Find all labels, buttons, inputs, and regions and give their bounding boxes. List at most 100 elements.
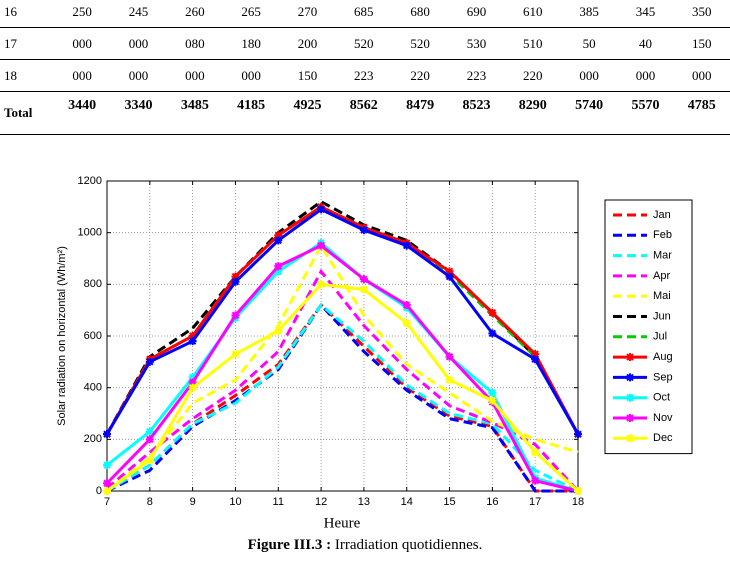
point-marker (445, 352, 454, 361)
x-tick-label: 14 (401, 496, 413, 508)
table-cell: 680 (391, 0, 449, 28)
legend-label: Jun (653, 310, 671, 322)
table-cell: 50 (560, 27, 618, 60)
table-cell: 530 (448, 27, 505, 60)
x-tick-label: 16 (486, 496, 498, 508)
x-tick-label: 8 (147, 496, 153, 508)
table-cell: 16 (0, 0, 54, 28)
series-group (103, 205, 582, 439)
point-marker (359, 226, 368, 235)
y-tick-label: 0 (96, 485, 102, 497)
table-cell: 000 (673, 59, 730, 92)
series-line (106, 302, 578, 493)
x-tick-label: 7 (104, 496, 110, 508)
point-marker (145, 435, 154, 444)
table-cell: 000 (222, 59, 280, 92)
series-group (106, 242, 579, 493)
point-marker (531, 448, 540, 457)
x-tick-label: 17 (529, 496, 541, 508)
table-cell: 250 (54, 0, 111, 28)
table-cell: 8479 (391, 91, 449, 135)
y-tick-label: 200 (84, 433, 102, 445)
series-line (105, 243, 579, 493)
x-tick-label: 12 (315, 496, 327, 508)
point-marker (488, 308, 497, 317)
point-marker (317, 280, 326, 289)
table-cell: 8562 (335, 91, 392, 135)
point-marker (103, 461, 111, 470)
point-marker (402, 319, 411, 328)
x-tick-label: 18 (572, 496, 584, 508)
table-cell: 180 (222, 27, 280, 60)
series-line (106, 242, 579, 493)
point-marker (445, 375, 454, 384)
point-marker (274, 326, 283, 335)
table-cell: 8523 (448, 91, 505, 135)
x-axis-label: Heure (324, 515, 361, 531)
table-cell: 4785 (673, 91, 730, 135)
legend-label: Aug (653, 351, 673, 363)
point-marker (231, 311, 240, 320)
table-cell: 8290 (504, 91, 561, 135)
table-cell: Total (0, 91, 54, 135)
series-line (106, 268, 580, 493)
series-line (105, 205, 580, 435)
point-marker (145, 456, 154, 464)
table-cell: 520 (391, 27, 449, 60)
table-cell: 510 (504, 27, 561, 60)
y-tick-label: 600 (84, 330, 102, 342)
table-cell: 17 (0, 27, 54, 60)
point-marker (359, 285, 368, 294)
point-marker (402, 241, 411, 250)
series-group (106, 302, 578, 493)
caption: Figure III.3 : Irradiation quotidiennes. (0, 537, 730, 554)
point-marker (145, 427, 154, 436)
legend-marker (626, 373, 634, 382)
table-cell: 5740 (560, 91, 618, 135)
legend-marker (626, 393, 634, 402)
y-tick-label: 1200 (78, 175, 102, 187)
point-marker (445, 267, 454, 276)
legend-label: Dec (653, 432, 673, 444)
x-tick-label: 10 (229, 496, 241, 508)
legend-label: Jul (653, 331, 667, 343)
point-marker (231, 350, 240, 359)
series-group (106, 302, 579, 493)
caption-text: Irradiation quotidiennes. (334, 537, 483, 553)
point-marker (188, 383, 197, 392)
caption-label: Figure III.3 : (247, 537, 332, 553)
table-cell: 685 (335, 0, 392, 28)
table-cell: 5570 (617, 91, 674, 135)
point-marker (274, 262, 283, 271)
table-cell: 18 (0, 59, 54, 92)
series-group (106, 268, 580, 493)
legend-label: Jan (653, 209, 671, 221)
table-cell: 3440 (54, 91, 111, 135)
plot-frame (106, 180, 579, 492)
y-tick-label: 1000 (78, 227, 102, 239)
table-cell: 345 (617, 0, 674, 28)
x-tick-label: 13 (358, 496, 370, 508)
point-marker (402, 301, 411, 309)
point-marker (488, 329, 497, 338)
point-marker (488, 396, 497, 405)
table-cell: 080 (166, 27, 223, 60)
point-marker (574, 430, 582, 439)
point-marker (188, 332, 197, 340)
table-cell: 3340 (110, 91, 167, 135)
legend-box (604, 199, 693, 455)
point-marker (231, 277, 240, 286)
table-row: 16 250 245 260 265 270 685 680 690 610 385 345 350 (0, 0, 730, 28)
legend-marker (626, 353, 634, 362)
table-cell: 200 (279, 27, 336, 60)
table-cell: 220 (391, 59, 449, 92)
point-marker (531, 476, 540, 485)
table-cell: 270 (279, 0, 336, 28)
x-tick-label: 9 (190, 496, 196, 508)
table-cell: 223 (335, 59, 392, 92)
point-marker (488, 388, 497, 397)
series-line (106, 282, 580, 493)
table-cell: 220 (504, 59, 561, 92)
point-marker (574, 487, 582, 495)
